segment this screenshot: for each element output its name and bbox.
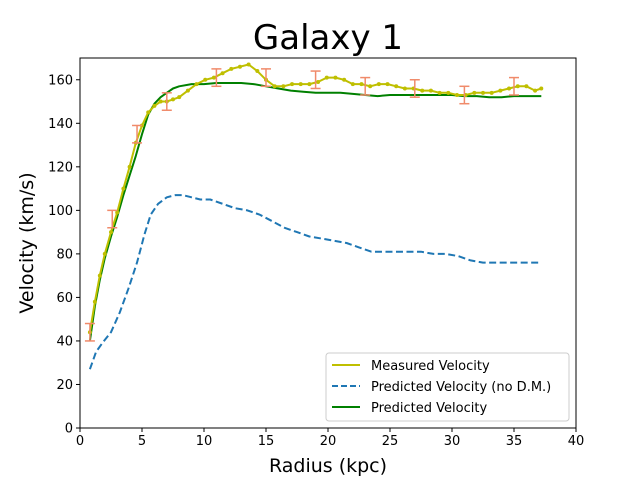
series-layer (87, 62, 544, 370)
measured-data-point (127, 164, 132, 169)
measured-data-point (342, 77, 347, 82)
x-axis-ticks: 0 5 10 15 20 25 30 35 40 (76, 428, 584, 449)
measured-data-point (97, 273, 102, 278)
measured-data-point (524, 84, 529, 89)
measured-data-point (211, 75, 216, 80)
y-tick-label: 20 (56, 378, 73, 393)
measured-data-point (533, 88, 538, 93)
legend-box (325, 352, 570, 422)
x-tick-label: 40 (568, 434, 585, 449)
measured-data-point (102, 251, 107, 256)
measured-data-point (307, 82, 312, 87)
measured-data-point (428, 88, 433, 93)
measured-data-point (237, 64, 242, 69)
measured-data-point (255, 69, 260, 74)
measured-data-point (146, 110, 151, 115)
y-axis-label: Velocity (km/s) (16, 172, 38, 313)
y-tick-label: 120 (48, 160, 73, 175)
y-tick-label: 40 (56, 334, 73, 349)
legend: Measured Velocity Predicted Velocity (no… (325, 352, 570, 422)
measured-data-point (281, 84, 286, 89)
measured-data-point (472, 90, 477, 95)
x-tick-label: 0 (76, 434, 84, 449)
series-line-predicted-velocity (88, 82, 542, 342)
x-tick-label: 30 (444, 434, 461, 449)
measured-data-point (350, 82, 355, 87)
error-bar-layer (84, 68, 519, 342)
measured-data-point (394, 84, 399, 89)
x-axis-label: Radius (kpc) (269, 455, 387, 477)
y-axis-ticks: 0 20 40 60 80 100 120 140 160 (48, 73, 80, 437)
measured-data-point (539, 86, 544, 91)
x-tick-label: 5 (138, 434, 146, 449)
series-line-predicted-velocity-no-d-m (88, 194, 542, 370)
measured-data-point (437, 90, 442, 95)
legend-label-predicted: Predicted Velocity (371, 401, 487, 416)
measured-data-point (481, 90, 485, 95)
measured-data-point (158, 99, 163, 104)
measured-data-point (402, 86, 407, 91)
measured-data-point (171, 97, 175, 102)
x-tick-label: 10 (196, 434, 213, 449)
measured-data-point (454, 93, 459, 97)
chart-title: Galaxy 1 (253, 18, 403, 58)
measured-data-point (109, 230, 113, 235)
y-tick-label: 60 (56, 291, 73, 306)
measured-data-point (246, 62, 251, 67)
measured-data-point (177, 95, 182, 100)
measured-data-point (507, 86, 512, 91)
measured-data-point (272, 84, 277, 89)
y-tick-label: 100 (48, 204, 73, 219)
y-tick-label: 0 (65, 422, 73, 437)
measured-data-point (115, 210, 120, 215)
measured-data-point (515, 84, 520, 89)
measured-data-point (359, 82, 364, 87)
measured-data-point (121, 186, 126, 191)
measured-data-point (229, 66, 234, 71)
measured-data-point (324, 75, 329, 80)
measured-data-point (220, 71, 225, 76)
measured-data-point (316, 79, 321, 84)
measured-data-point (368, 84, 373, 89)
x-tick-label: 15 (258, 434, 275, 449)
measured-data-point (194, 82, 199, 87)
measured-data-point (92, 299, 97, 304)
measured-data-point (376, 82, 381, 87)
series-line-measured-velocity (88, 63, 542, 333)
measured-data-point (333, 75, 338, 80)
x-tick-label: 25 (382, 434, 399, 449)
measured-data-point (385, 82, 390, 87)
measured-data-point (290, 82, 295, 87)
plot-area (79, 57, 577, 429)
legend-label-measured: Measured Velocity (371, 359, 490, 374)
y-tick-label: 160 (48, 73, 73, 88)
measured-data-point (420, 88, 425, 93)
legend-label-predicted-no-dm: Predicted Velocity (no D.M.) (371, 380, 551, 395)
y-tick-label: 140 (48, 117, 73, 132)
measured-data-point (185, 88, 190, 93)
measured-data-point (203, 77, 208, 82)
measured-data-point (298, 82, 303, 87)
x-tick-label: 35 (506, 434, 523, 449)
measured-data-point (446, 90, 451, 95)
x-tick-label: 20 (320, 434, 337, 449)
measured-data-point (152, 103, 157, 108)
measured-data-point (498, 88, 503, 93)
measured-data-point (489, 90, 494, 95)
y-tick-label: 80 (56, 247, 73, 262)
